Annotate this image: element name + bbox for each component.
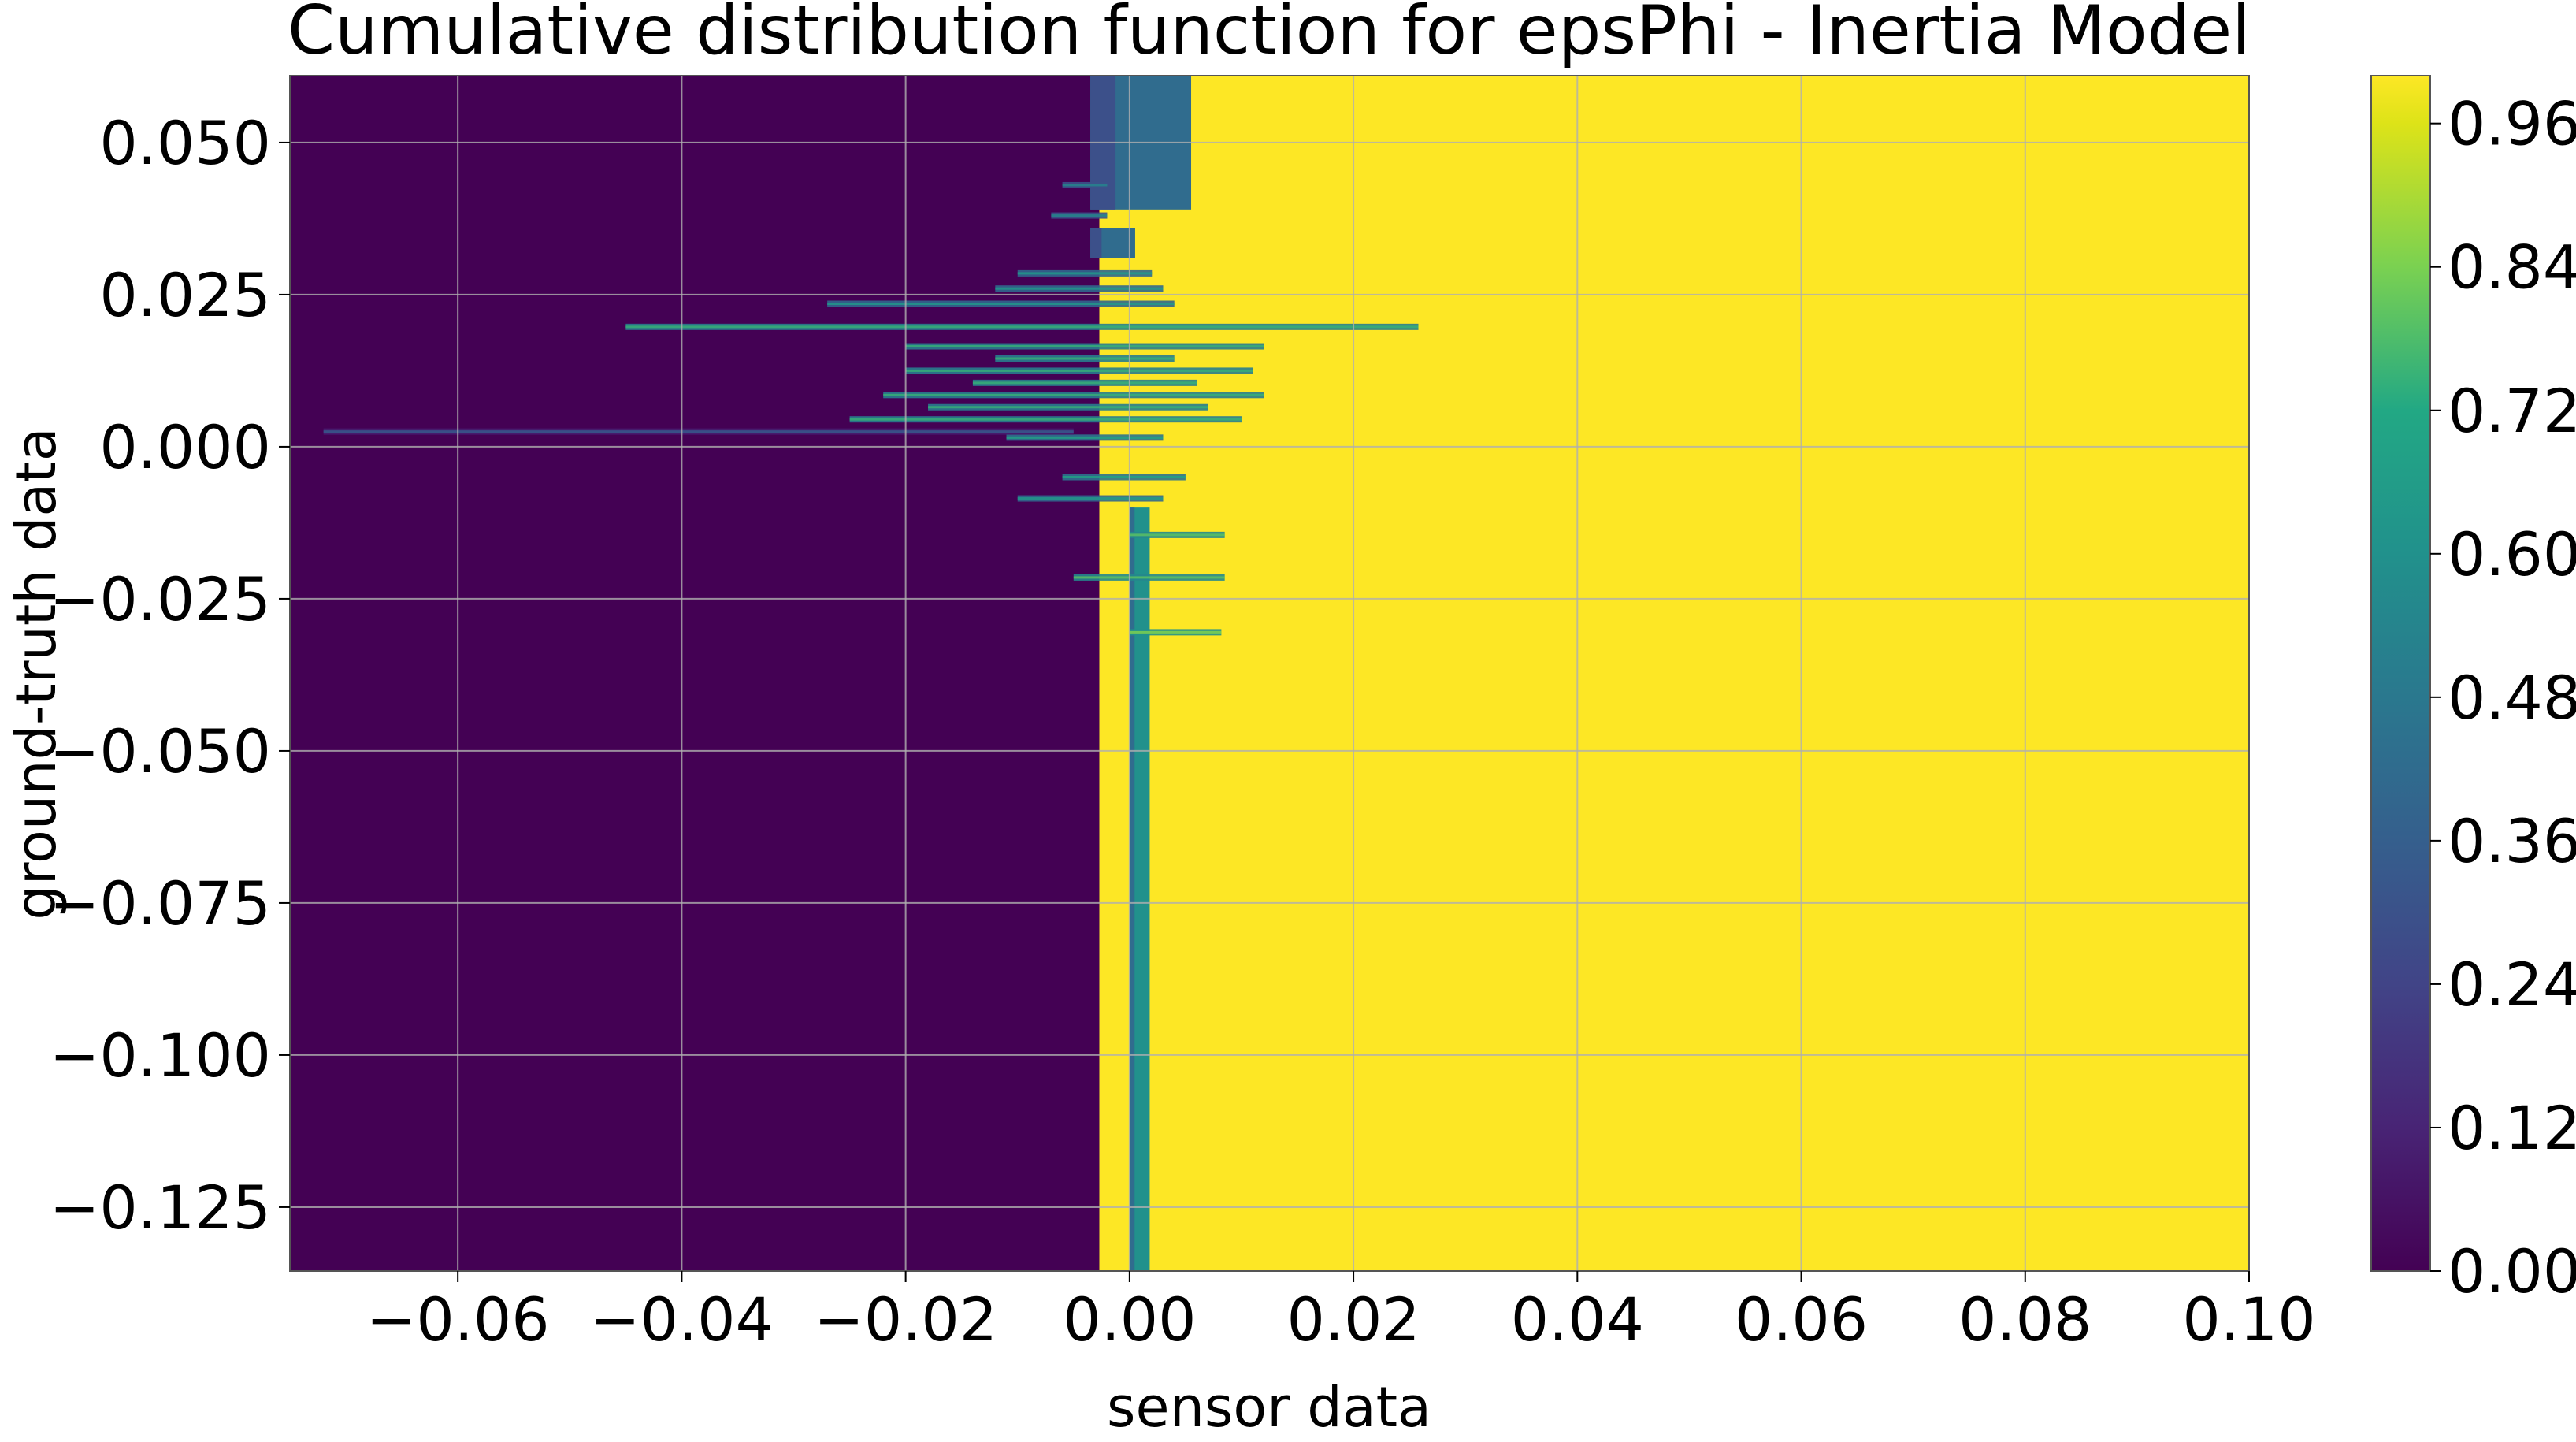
heatmap-spike-core: [1017, 497, 1164, 500]
x-tick-label: −0.02: [814, 1284, 997, 1355]
heatmap-spike-core: [849, 418, 1242, 421]
y-tick-label: −0.125: [50, 1173, 271, 1243]
x-tick-label: 0.02: [1286, 1284, 1420, 1355]
heatmap-cells: [290, 76, 2249, 1271]
heatmap-spike-core: [1129, 533, 1225, 537]
x-tick-label: 0.04: [1511, 1284, 1644, 1355]
heatmap-spike-core: [1062, 476, 1186, 479]
colorbar-tick-label: 0.36: [2448, 806, 2576, 876]
x-tick-label: 0.00: [1063, 1284, 1196, 1355]
y-tick-label: −0.100: [50, 1020, 271, 1091]
heatmap-spike-core: [1129, 630, 1222, 634]
colorbar-tick-label: 0.12: [2448, 1093, 2576, 1163]
colorbar: 0.00 0.12 0.24 0.36 0.48 0.60 0.72 0.84 0.96: [2370, 75, 2576, 1306]
colorbar-tick-label: 0.84: [2448, 232, 2576, 303]
y-tick-label: −0.025: [50, 564, 271, 634]
heatmap-spike-core: [625, 325, 1419, 329]
x-tick-label: −0.06: [366, 1284, 550, 1355]
x-axis-ticks: −0.06 −0.04 −0.02 0.00 0.02 0.04 0.06 0.08 0.10: [366, 1271, 2316, 1355]
heatmap-spike-core: [827, 303, 1175, 306]
heatmap-spike-core: [1017, 272, 1153, 275]
colorbar-tick-label: 0.96: [2448, 89, 2576, 159]
colorbar-tick-label: 0.24: [2448, 950, 2576, 1020]
y-axis-ticks: 0.050 0.025 0.000 −0.025 −0.050 −0.075 −0.100 −…: [50, 108, 290, 1243]
colorbar-tick-label: 0.48: [2448, 663, 2576, 733]
plot-frame: [289, 75, 2250, 1272]
y-tick-label: −0.075: [50, 868, 271, 938]
heatmap-spike-core: [972, 381, 1197, 385]
colorbar-tick-label: 0.00: [2448, 1236, 2576, 1306]
heatmap-spike-core: [1062, 184, 1108, 187]
plot-area: [290, 76, 2249, 1271]
heatmap-spike-core: [905, 369, 1253, 372]
heatmap-region: [1099, 76, 2249, 1271]
heatmap-spike-core: [928, 406, 1208, 409]
heatmap-spike-core: [883, 393, 1264, 396]
colorbar-tick-label: 0.60: [2448, 519, 2576, 589]
heatmap-transition-edge: [1090, 228, 1102, 258]
heatmap-spike-core: [323, 430, 1074, 433]
y-tick-label: 0.000: [99, 412, 271, 482]
heatmap-spike-core: [1051, 214, 1108, 217]
grid-lines: [290, 76, 2249, 1271]
x-tick-label: 0.06: [1735, 1284, 1868, 1355]
x-axis-label: sensor data: [1107, 1375, 1431, 1440]
heatmap-spike-core: [995, 287, 1164, 290]
y-axis-label: ground-truth data: [4, 427, 69, 920]
y-tick-label: −0.050: [50, 716, 271, 786]
colorbar-gradient: [2370, 75, 2431, 1272]
colorbar-ticks: 0.00 0.12 0.24 0.36 0.48 0.60 0.72 0.84 0.96: [2430, 89, 2576, 1306]
heatmap-spike-core: [995, 357, 1175, 360]
chart-title: Cumulative distribution function for eps…: [288, 0, 2251, 70]
y-tick-label: 0.025: [99, 260, 271, 330]
heatmap-transition-edge: [1129, 507, 1135, 1271]
colorbar-tick-label: 0.72: [2448, 376, 2576, 446]
heatmap-spike-core: [1073, 576, 1225, 579]
heatmap-spike-core: [905, 345, 1264, 348]
x-tick-label: −0.04: [590, 1284, 774, 1355]
heatmap-spike-core: [1006, 436, 1164, 439]
x-tick-label: 0.10: [2182, 1284, 2315, 1355]
y-tick-label: 0.050: [99, 108, 271, 178]
x-tick-label: 0.08: [1958, 1284, 2092, 1355]
